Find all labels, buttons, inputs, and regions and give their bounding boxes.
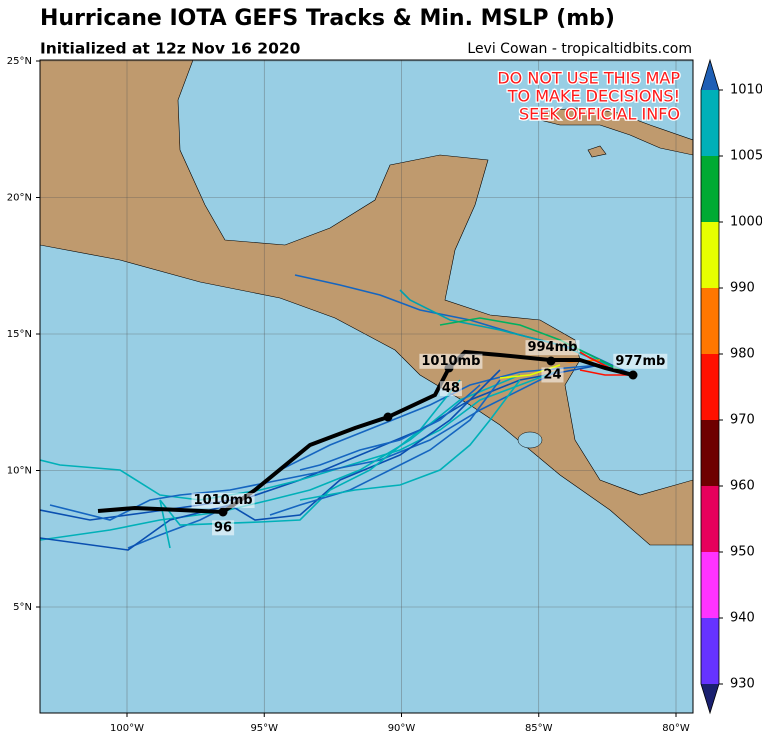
colorbar-label: 1000	[730, 215, 762, 230]
track-label: 1010mb	[421, 354, 480, 369]
title: Hurricane IOTA GEFS Tracks & Min. MSLP (…	[40, 6, 615, 31]
lon-tick-label: 80°W	[662, 723, 690, 734]
lat-tick-label: 10°N	[7, 466, 32, 477]
lat-tick-label: 20°N	[7, 193, 32, 204]
colorbar-under	[701, 684, 719, 713]
colorbar-frame	[700, 58, 720, 715]
jamaica	[587, 145, 607, 158]
lat-tick-label: 5°N	[13, 602, 32, 613]
colorbar-label: 930	[730, 677, 755, 692]
track-label: 977mb	[615, 354, 665, 369]
label-box	[212, 520, 235, 536]
colorbar-segment	[701, 156, 719, 222]
lon-tick-label: 90°W	[388, 723, 416, 734]
track-label: 24	[543, 367, 561, 382]
ensemble-mean-track	[97, 349, 634, 515]
axes: 100°W 95°W 90°W 85°W 80°W 5°N 10°N 15°N 20°N 25°N	[7, 56, 690, 734]
lake	[517, 431, 543, 449]
colorbar-segment	[701, 354, 719, 420]
colorbar-segment	[701, 486, 719, 552]
track-labels: 977mb 994mb 24 1010mb 48 1010mb 96	[191, 340, 668, 536]
cuba	[539, 107, 693, 156]
warning-line: SEEK OFFICIAL INFO	[519, 105, 680, 124]
colorbar-segment	[701, 420, 719, 486]
colorbar-label: 1010	[730, 83, 762, 98]
label-box	[525, 340, 580, 356]
lon-tick-label: 95°W	[250, 723, 278, 734]
label-box	[419, 353, 483, 369]
track-label: 96	[214, 520, 232, 535]
colorbar-label: 940	[730, 611, 755, 626]
colorbar-label: 970	[730, 413, 755, 428]
lat-tick-label: 25°N	[7, 56, 32, 67]
colorbar-label: 960	[730, 479, 755, 494]
colorbar-segment	[701, 618, 719, 684]
land	[40, 60, 693, 546]
lat-tick-label: 15°N	[7, 329, 32, 340]
credit: Levi Cowan - tropicaltidbits.com	[467, 41, 692, 57]
map-frame	[39, 59, 694, 714]
subtitle: Initialized at 12z Nov 16 2020	[40, 40, 301, 58]
colorbar-label: 1005	[730, 149, 762, 164]
colorbar-segment	[701, 90, 719, 156]
colorbar-label: 950	[730, 545, 755, 560]
track-label: 48	[442, 381, 460, 396]
label-box	[541, 367, 564, 383]
label-box	[613, 353, 668, 369]
colorbar-label: 980	[730, 347, 755, 362]
colorbar-segment	[701, 222, 719, 288]
ensemble-tracks	[40, 274, 638, 551]
label-box	[439, 381, 462, 397]
track-label: 994mb	[527, 340, 577, 355]
colorbar-segment	[701, 288, 719, 354]
colorbar-over	[701, 60, 719, 90]
colorbar-segment	[701, 552, 719, 618]
map-area: 977mb 994mb 24 1010mb 48 1010mb 96	[40, 60, 693, 713]
label-box	[191, 493, 255, 509]
colorbar-label: 990	[730, 281, 755, 296]
track-label: 1010mb	[194, 493, 253, 508]
lon-tick-label: 85°W	[525, 723, 553, 734]
lon-tick-label: 100°W	[110, 723, 144, 734]
warning-line: DO NOT USE THIS MAP	[497, 69, 680, 88]
warning-line: TO MAKE DECISIONS!	[507, 87, 680, 106]
colorbar: 930 940 950 960 970 980 990 1000 1005 1010	[700, 58, 762, 715]
grid	[40, 60, 693, 713]
